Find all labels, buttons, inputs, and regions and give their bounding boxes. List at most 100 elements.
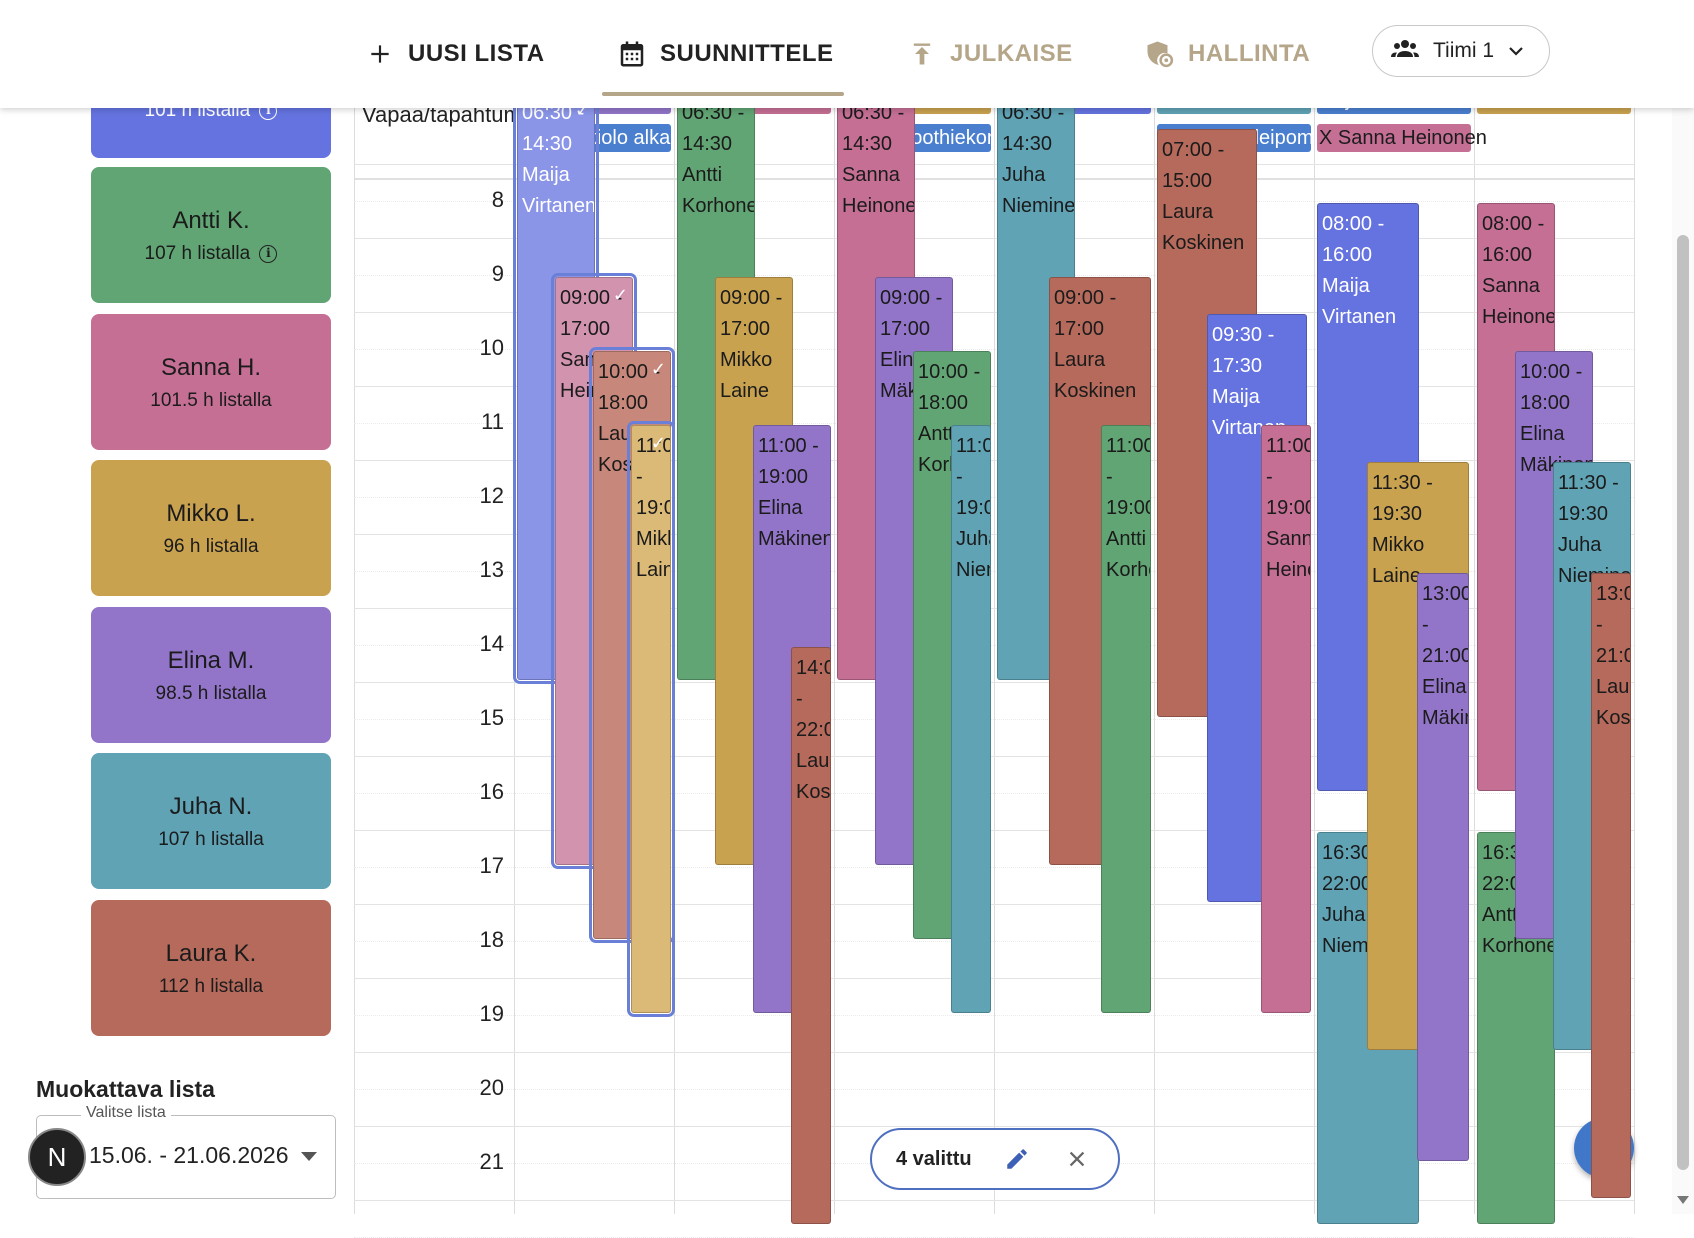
shift-text: Virtanen — [522, 195, 595, 217]
employee-card[interactable]: Antti K. 107 h listalla i — [91, 167, 331, 303]
shift-text: 09:00 - — [720, 287, 783, 309]
plan-tab[interactable]: SUUNNITTELE — [616, 22, 834, 86]
employee-hours: 107 h listalla i — [91, 243, 331, 265]
allday-event[interactable]: X Sanna Heinonen — [1317, 124, 1487, 152]
shift-text: - — [636, 466, 643, 488]
hour-gridline — [354, 1052, 1634, 1053]
shift-text: Korhonen — [682, 195, 754, 217]
shift-text: Mikko — [1372, 534, 1425, 556]
shift-text: Koskinen — [1054, 380, 1137, 402]
admin-tab[interactable]: HALLINTA — [1144, 22, 1310, 86]
shift-text: Sanna — [1482, 275, 1540, 297]
employee-card[interactable]: Elina M. 98.5 h listalla — [91, 606, 331, 743]
hour-label: 19 — [479, 1001, 504, 1026]
check-icon: ✓ — [650, 433, 666, 453]
scroll-down-arrow-icon[interactable] — [1677, 1196, 1689, 1204]
hour-label: 18 — [479, 927, 504, 952]
employee-card[interactable]: Laura K. 112 h listalla — [91, 899, 331, 1036]
calendar-icon — [616, 38, 648, 70]
shift-text: 19:30 — [1372, 503, 1423, 525]
shift-text: 19:00 — [956, 497, 990, 519]
shift-block[interactable]: 11:00 - 19:00 Juha Nieminen — [951, 425, 991, 1013]
shift-text: Sanna — [1266, 528, 1310, 550]
close-icon[interactable] — [1062, 1144, 1092, 1174]
plan-label: SUUNNITTELE — [660, 40, 834, 67]
shift-text: Laura — [1596, 676, 1630, 698]
hour-gridline — [354, 238, 1634, 239]
shift-text: 14:30 — [522, 133, 573, 155]
shift-text: 08:00 - — [1482, 213, 1545, 235]
shift-text: 22:00 — [1322, 873, 1373, 895]
team-selector[interactable]: Tiimi 1 — [1372, 25, 1550, 77]
half-hour-gridline — [354, 275, 1634, 276]
hour-label: 12 — [479, 483, 504, 508]
new-list-tab[interactable]: UUSI LISTA — [364, 22, 545, 86]
group-icon — [1391, 37, 1419, 65]
selection-count: 4 valittu — [896, 1147, 972, 1170]
shift-block[interactable]: 13:00 - 21:00 Elina Mäkinen — [1417, 573, 1469, 1161]
shift-text: Maija — [1322, 275, 1370, 297]
week-calendar: Vapaa/tapahtumat 89101112131415161718192… — [354, 86, 1635, 1238]
shift-text: 17:00 — [560, 318, 611, 340]
shift-text: Elina — [1422, 676, 1467, 698]
shift-text: Juha — [1558, 534, 1602, 556]
admin-label: HALLINTA — [1188, 40, 1311, 67]
shift-block[interactable]: 14:00 - 22:00 Laura Koskinen — [791, 647, 831, 1224]
half-hour-gridline — [354, 1089, 1634, 1090]
shift-text: - — [1422, 614, 1429, 636]
shift-block-selected[interactable]: 11:00 - 19:00 Mikko Laine ✓ — [627, 421, 675, 1017]
shift-text: Sanna — [842, 164, 900, 186]
shift-text: 09:00 - — [880, 287, 943, 309]
shift-text: Mikko — [636, 528, 670, 550]
shift-block[interactable]: 13:00 - 21:00 Laura Koskinen — [1591, 573, 1631, 1198]
employee-card[interactable]: Sanna H. 101.5 h listalla — [91, 313, 331, 450]
list-select[interactable]: Valitse lista 15.06. - 21.06.2026 — [36, 1104, 336, 1199]
hour-gridline — [354, 312, 1634, 313]
employee-name: Elina M. — [167, 646, 255, 674]
hour-gridline — [354, 682, 1634, 683]
shift-text: 09:30 - — [1212, 324, 1275, 346]
employee-card[interactable]: Juha N. 107 h listalla — [91, 753, 331, 889]
shift-text: 18:00 — [598, 392, 649, 414]
shift-text: Laine — [720, 380, 769, 402]
shift-text: Koskinen — [1596, 707, 1631, 729]
scrollbar-thumb[interactable] — [1677, 235, 1689, 1170]
time-column-divider — [354, 100, 355, 1214]
shift-text: Maija — [522, 164, 570, 186]
pencil-icon[interactable] — [1002, 1144, 1032, 1174]
shift-block[interactable]: 11:00 - 19:00 Antti Korhonen — [1101, 425, 1151, 1013]
hour-label: 9 — [491, 261, 504, 286]
shift-text: 19:00 — [1106, 497, 1150, 519]
day-column-divider — [1634, 100, 1635, 1214]
employee-card[interactable]: Mikko L. 96 h listalla — [91, 460, 331, 596]
shift-text: Heinonen — [1266, 559, 1310, 581]
avatar[interactable]: N — [28, 1128, 86, 1186]
shift-text: 11:00 — [636, 435, 670, 457]
half-hour-gridline — [354, 201, 1634, 202]
shift-text: 14:30 — [1002, 133, 1053, 155]
shift-text: - — [956, 466, 963, 488]
shift-text: Juha — [1002, 164, 1046, 186]
shift-text: 18:00 — [1520, 392, 1571, 414]
edit-list-title: Muokattava lista — [36, 1076, 215, 1102]
shift-text: 13:00 — [1596, 583, 1630, 605]
team-label: Tiimi 1 — [1433, 39, 1495, 62]
hour-label: 11 — [481, 409, 504, 434]
shift-text: 11:00 — [1266, 435, 1311, 457]
vertical-scrollbar[interactable] — [1672, 100, 1694, 1214]
publish-tab[interactable]: JULKAISE — [906, 22, 1073, 86]
shift-text: - — [1266, 466, 1273, 488]
shift-text: 11:30 - — [1372, 472, 1433, 494]
info-icon[interactable]: i — [259, 244, 278, 263]
shift-text: 14:00 — [796, 657, 830, 679]
half-hour-gridline — [354, 497, 1634, 498]
shift-text: 07:00 - — [1162, 139, 1225, 161]
employee-name: Antti K. — [172, 207, 250, 234]
shift-text: 09:00 - — [560, 287, 623, 309]
shift-text: - — [796, 688, 803, 710]
half-hour-gridline — [354, 349, 1634, 350]
shift-block[interactable]: 11:00 - 19:00 Sanna Heinonen — [1261, 425, 1311, 1013]
shift-text: 08:00 - — [1322, 213, 1385, 235]
hour-gridline — [354, 386, 1634, 387]
shift-text: Elina — [1520, 423, 1565, 445]
